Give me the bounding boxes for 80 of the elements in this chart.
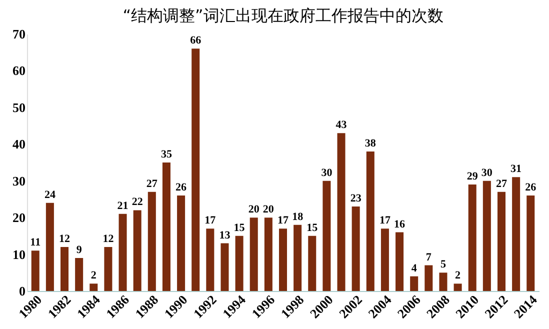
- bar: [366, 151, 374, 291]
- data-label: 11: [30, 236, 41, 249]
- bar: [206, 228, 214, 291]
- data-label: 66: [190, 34, 202, 47]
- data-label: 18: [292, 210, 304, 223]
- bar: [118, 214, 127, 291]
- bar: [454, 284, 462, 291]
- data-label: 29: [466, 170, 478, 183]
- data-label: 2: [455, 270, 462, 282]
- bar: [278, 228, 288, 291]
- data-label: 15: [234, 222, 246, 234]
- bar: [424, 265, 433, 291]
- data-label: 23: [350, 192, 362, 205]
- bar: [250, 218, 258, 291]
- bar: [220, 243, 229, 291]
- data-label: 31: [510, 163, 522, 176]
- bar: [482, 180, 491, 291]
- y-tick-label: 10: [12, 246, 26, 262]
- bar: [192, 48, 200, 291]
- bar: [177, 196, 186, 291]
- bar: [294, 224, 302, 291]
- y-tick-label: 20: [12, 210, 26, 226]
- bar: [337, 133, 346, 291]
- bar: [526, 196, 535, 291]
- bar: [264, 218, 272, 291]
- data-label: 21: [117, 200, 128, 212]
- bar: [60, 246, 69, 291]
- bar: [75, 258, 84, 291]
- bar: [104, 246, 112, 291]
- data-label: 26: [176, 182, 188, 194]
- bar: [396, 232, 404, 291]
- y-tick-label: 70: [12, 26, 26, 42]
- data-label: 2: [90, 270, 97, 282]
- data-label: 15: [306, 222, 318, 234]
- y-tick-label: 30: [12, 173, 26, 188]
- bar: [497, 192, 506, 291]
- bar: [162, 162, 170, 291]
- y-tick-label: 60: [12, 63, 26, 78]
- data-label: 24: [44, 188, 56, 201]
- bar: [90, 284, 98, 291]
- bar: [46, 202, 54, 291]
- data-label: 30: [481, 166, 493, 179]
- data-label: 12: [102, 232, 114, 245]
- bar: [380, 228, 389, 291]
- data-label: 27: [496, 178, 508, 190]
- data-label: 17: [204, 214, 216, 227]
- data-label: 17: [379, 214, 391, 227]
- data-label: 20: [248, 204, 260, 216]
- x-tick-label: 1990: [161, 292, 190, 322]
- bar: [410, 276, 418, 291]
- bar: [148, 192, 156, 291]
- data-label: 30: [321, 166, 333, 179]
- data-label: 9: [76, 244, 82, 256]
- bar: [133, 210, 142, 291]
- data-label: 27: [146, 178, 158, 190]
- data-label: 12: [59, 232, 71, 245]
- data-label: 22: [132, 196, 144, 208]
- bar: [235, 236, 244, 291]
- data-label: 17: [278, 214, 289, 227]
- bar: [512, 177, 520, 291]
- data-label: 35: [160, 148, 172, 160]
- bar: [322, 180, 331, 291]
- data-label: 38: [364, 137, 376, 150]
- data-label: 13: [219, 229, 231, 242]
- data-label: 7: [426, 251, 432, 264]
- data-label: 5: [440, 258, 446, 271]
- data-label: 20: [262, 204, 274, 216]
- bar: [308, 236, 316, 291]
- bar: [31, 250, 40, 291]
- y-tick-label: 50: [12, 100, 26, 115]
- y-tick-label: 0: [19, 284, 26, 298]
- y-tick-label: 40: [12, 136, 26, 152]
- chart-title: “结构调整”词汇出现在政府工作报告中的次数: [122, 6, 444, 25]
- bar: [352, 206, 360, 291]
- data-label: 4: [411, 262, 418, 274]
- data-label: 43: [336, 119, 348, 132]
- data-label: 26: [525, 182, 537, 194]
- data-label: 16: [394, 218, 406, 230]
- bar: [439, 272, 448, 291]
- bar: [468, 184, 476, 291]
